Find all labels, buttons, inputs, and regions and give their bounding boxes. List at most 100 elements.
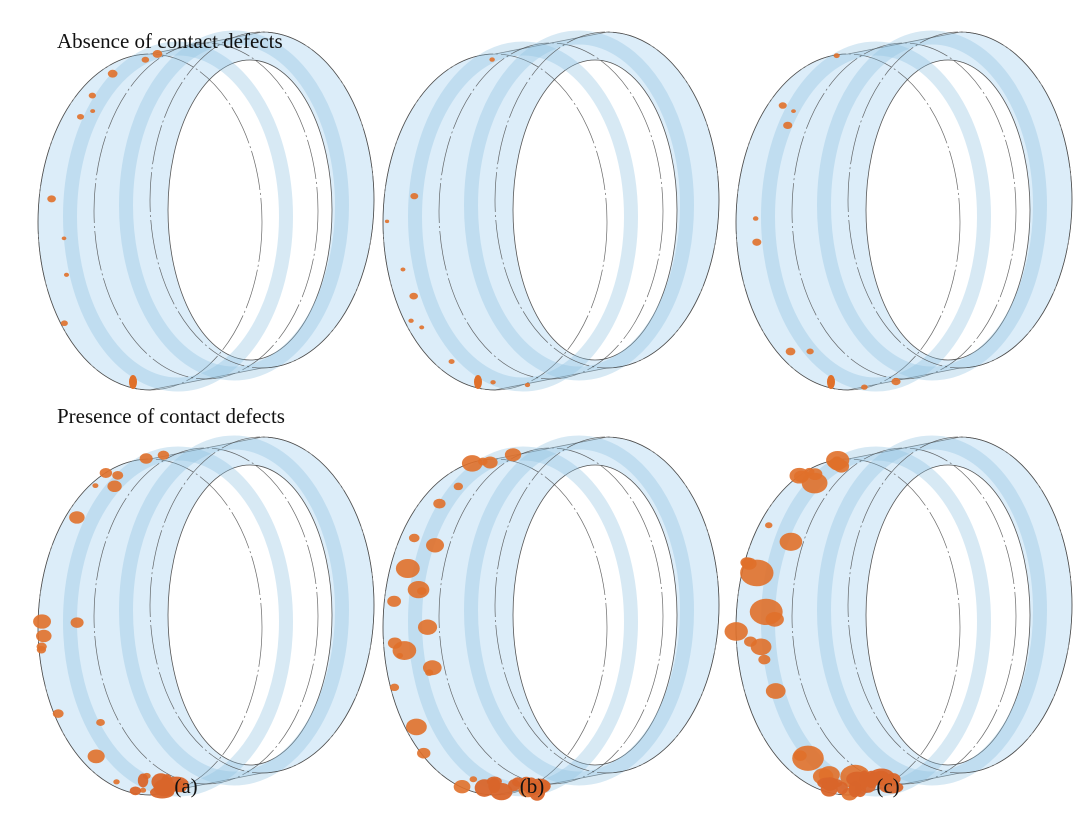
defect bbox=[69, 511, 85, 524]
defect bbox=[417, 587, 427, 595]
segment-joint bbox=[149, 31, 375, 369]
defect bbox=[524, 382, 531, 388]
ring-opening bbox=[865, 464, 1031, 766]
defect bbox=[88, 92, 96, 99]
segment-joint bbox=[149, 436, 375, 774]
row-label: Absence of contact defects bbox=[57, 29, 283, 53]
defect bbox=[765, 522, 773, 529]
defect bbox=[141, 56, 150, 63]
segment-joint bbox=[847, 436, 1073, 774]
defect bbox=[153, 779, 177, 797]
defect bbox=[741, 557, 757, 570]
defect bbox=[474, 375, 482, 389]
defect bbox=[426, 538, 445, 553]
defect bbox=[801, 472, 828, 494]
defect bbox=[36, 642, 47, 651]
defect bbox=[406, 718, 427, 736]
defect bbox=[36, 629, 52, 643]
defect bbox=[482, 456, 498, 469]
defect bbox=[827, 375, 835, 389]
defect bbox=[87, 749, 105, 764]
ring-opening bbox=[865, 59, 1031, 361]
defect bbox=[408, 318, 414, 323]
segment-joint bbox=[494, 31, 720, 369]
defect bbox=[453, 780, 471, 794]
defect bbox=[752, 216, 759, 221]
segment-joint bbox=[438, 447, 664, 785]
defect bbox=[139, 453, 153, 464]
defect bbox=[152, 50, 163, 58]
segment-joint bbox=[438, 42, 664, 380]
defect bbox=[417, 619, 438, 635]
defect bbox=[864, 770, 879, 789]
defect bbox=[490, 380, 496, 385]
ring-opening bbox=[512, 464, 678, 766]
defect bbox=[47, 195, 56, 203]
defect bbox=[806, 348, 814, 355]
defect bbox=[752, 238, 762, 246]
defect bbox=[489, 57, 495, 62]
defect bbox=[490, 782, 513, 801]
defect bbox=[879, 781, 904, 794]
defect bbox=[396, 652, 404, 659]
defect bbox=[750, 638, 772, 656]
defect bbox=[419, 325, 425, 330]
defect bbox=[389, 683, 400, 692]
defect bbox=[99, 468, 113, 478]
defect bbox=[96, 718, 105, 726]
defect bbox=[139, 787, 147, 793]
defect bbox=[724, 622, 748, 641]
defect bbox=[807, 468, 823, 481]
defect bbox=[778, 102, 787, 109]
defect bbox=[410, 192, 419, 200]
defect bbox=[92, 483, 99, 489]
defect bbox=[832, 456, 842, 464]
segment-joint bbox=[37, 53, 263, 391]
defect bbox=[107, 480, 122, 493]
tunnel-ring bbox=[724, 435, 1073, 801]
tunnel-ring bbox=[37, 30, 375, 392]
defect bbox=[387, 637, 402, 649]
row-label: Presence of contact defects bbox=[57, 404, 285, 428]
defect bbox=[826, 778, 843, 788]
defect bbox=[76, 113, 85, 120]
segment-joint bbox=[847, 31, 1073, 369]
defect bbox=[833, 53, 840, 59]
tunnel-ring bbox=[33, 435, 375, 799]
segment-joint bbox=[93, 42, 319, 380]
defect bbox=[448, 359, 455, 364]
defect bbox=[453, 482, 464, 491]
defect bbox=[408, 533, 420, 543]
ring-opening bbox=[167, 464, 333, 766]
panel-label: (b) bbox=[520, 774, 545, 798]
defect bbox=[793, 750, 807, 761]
defect bbox=[400, 267, 406, 272]
defect bbox=[52, 709, 64, 718]
defect bbox=[758, 654, 771, 665]
defect bbox=[137, 773, 149, 788]
defect bbox=[504, 448, 522, 462]
defect bbox=[112, 470, 124, 480]
defect bbox=[157, 450, 170, 460]
defect bbox=[33, 614, 51, 629]
segment-joint bbox=[494, 436, 720, 774]
segment-joint bbox=[93, 447, 319, 785]
defect bbox=[469, 776, 478, 783]
defect bbox=[791, 109, 796, 114]
defect bbox=[891, 377, 901, 386]
defect bbox=[433, 498, 446, 509]
defect bbox=[61, 236, 67, 241]
panel-label: (c) bbox=[876, 774, 899, 798]
defect bbox=[749, 598, 783, 626]
defect bbox=[783, 121, 793, 130]
segment-joint bbox=[791, 447, 1017, 785]
defect bbox=[384, 219, 390, 224]
defect bbox=[387, 595, 402, 607]
defect bbox=[70, 617, 84, 628]
defect bbox=[395, 558, 420, 579]
defect bbox=[765, 683, 786, 699]
defect bbox=[785, 347, 796, 356]
segment-joint bbox=[735, 53, 961, 391]
defect bbox=[461, 455, 483, 472]
